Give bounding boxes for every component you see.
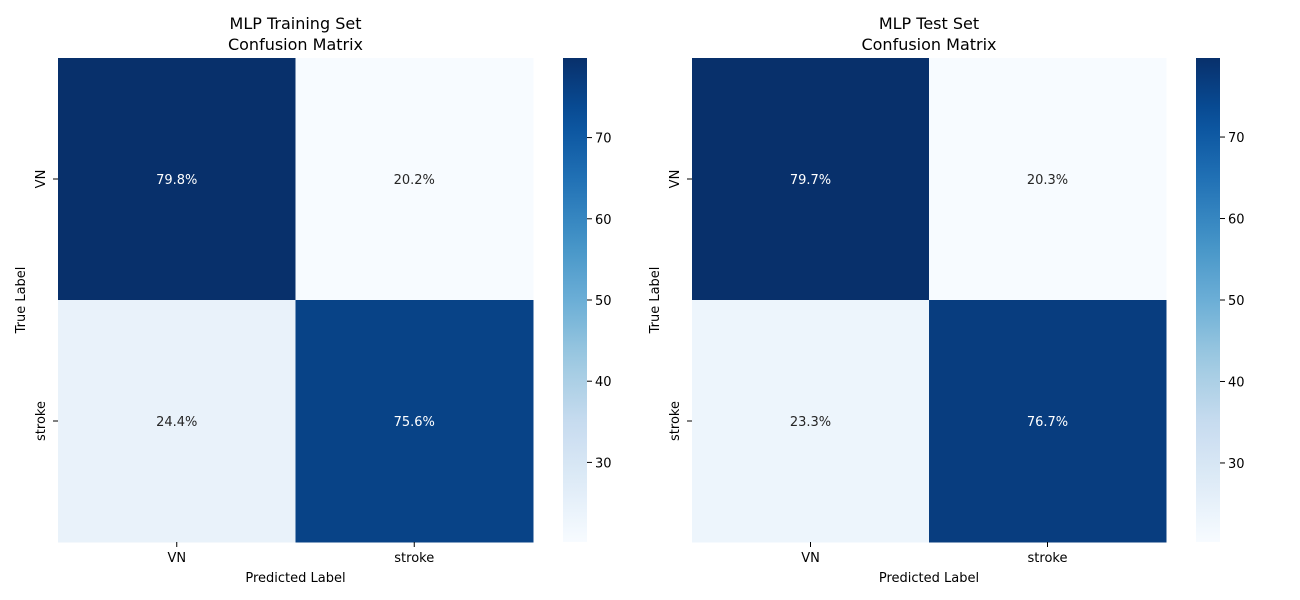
- heatmap-cell: [929, 300, 1167, 543]
- cell-value-label: 20.3%: [1027, 173, 1068, 188]
- heatmap-cell: [58, 58, 296, 301]
- colorbar: [1196, 58, 1220, 542]
- cell-value-label: 76.7%: [1027, 415, 1068, 430]
- colorbar-tick-label: 60: [595, 213, 612, 228]
- x-tick-label: VN: [801, 551, 820, 566]
- cell-value-label: 79.7%: [790, 173, 831, 188]
- y-tick-label: stroke: [668, 401, 683, 441]
- colorbar-tick-label: 30: [595, 456, 612, 471]
- chart-subtitle: Confusion Matrix: [861, 35, 996, 54]
- colorbar-tick-label: 30: [1228, 457, 1245, 472]
- y-axis-label: True Label: [648, 267, 663, 335]
- colorbar: [563, 58, 587, 542]
- colorbar-tick-label: 50: [595, 294, 612, 309]
- chart-title: MLP Test Set: [879, 14, 979, 33]
- x-axis-label: Predicted Label: [879, 571, 979, 586]
- y-tick-label: VN: [668, 170, 683, 189]
- test-confusion-matrix-panel: MLP Test Set Confusion Matrix 79.7% 20.3% 23…: [648, 14, 1245, 586]
- x-tick-label: stroke: [394, 551, 434, 566]
- y-tick-label: stroke: [34, 401, 49, 441]
- training-confusion-matrix-panel: MLP Training Set Confusion Matrix 79.8% 20.…: [14, 14, 612, 586]
- x-tick-label: VN: [167, 551, 186, 566]
- cell-value-label: 79.8%: [156, 173, 197, 188]
- heatmap-cell: [692, 300, 930, 543]
- heatmap-cell: [295, 300, 534, 543]
- colorbar-tick-label: 40: [595, 375, 612, 390]
- colorbar-tick-label: 70: [595, 132, 612, 147]
- x-axis-label: Predicted Label: [245, 571, 345, 586]
- heatmap-cell: [295, 58, 534, 301]
- heatmap-cell: [692, 58, 930, 301]
- chart-title: MLP Training Set: [230, 14, 362, 33]
- colorbar-tick-label: 70: [1228, 131, 1245, 146]
- cell-value-label: 20.2%: [394, 173, 435, 188]
- heatmap-cell: [929, 58, 1167, 301]
- colorbar-tick-label: 60: [1228, 213, 1245, 228]
- cell-value-label: 24.4%: [156, 415, 197, 430]
- x-tick-label: stroke: [1028, 551, 1068, 566]
- heatmap-cell: [58, 300, 296, 543]
- chart-subtitle: Confusion Matrix: [228, 35, 363, 54]
- colorbar-tick-label: 40: [1228, 375, 1245, 390]
- y-axis-label: True Label: [14, 267, 29, 335]
- y-tick-label: VN: [34, 170, 49, 189]
- cell-value-label: 75.6%: [394, 415, 435, 430]
- cell-value-label: 23.3%: [790, 415, 831, 430]
- colorbar-tick-label: 50: [1228, 294, 1245, 309]
